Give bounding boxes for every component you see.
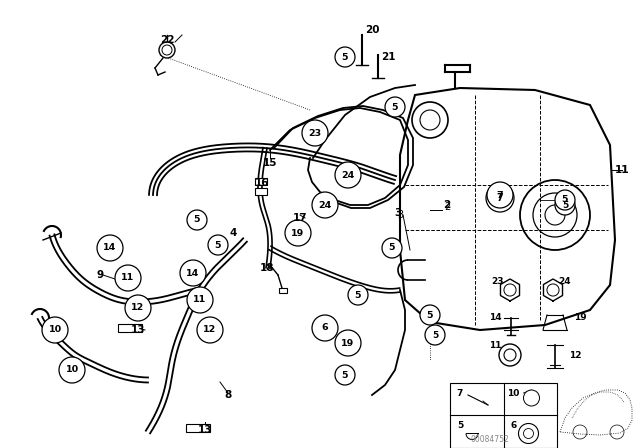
Text: 8: 8	[225, 390, 232, 400]
Text: 6: 6	[322, 323, 328, 332]
Text: 1: 1	[614, 165, 621, 175]
Circle shape	[555, 195, 575, 215]
Text: 7: 7	[497, 193, 504, 203]
Circle shape	[312, 315, 338, 341]
Circle shape	[385, 97, 405, 117]
Text: 15: 15	[263, 158, 277, 168]
Circle shape	[159, 42, 175, 58]
Text: 1: 1	[621, 165, 629, 175]
Circle shape	[187, 210, 207, 230]
Circle shape	[180, 260, 206, 286]
Text: 5: 5	[392, 103, 398, 112]
Text: 00084752: 00084752	[470, 435, 509, 444]
Text: 6: 6	[510, 421, 516, 430]
Text: 3: 3	[397, 210, 403, 220]
Circle shape	[162, 45, 172, 55]
Circle shape	[312, 192, 338, 218]
Text: 10: 10	[65, 366, 79, 375]
Circle shape	[335, 47, 355, 67]
Text: 20: 20	[365, 25, 380, 35]
Circle shape	[42, 317, 68, 343]
Circle shape	[524, 428, 534, 439]
Bar	[118, 324, 142, 332]
Circle shape	[335, 162, 361, 188]
Circle shape	[187, 287, 213, 313]
Text: 19: 19	[291, 228, 305, 237]
Circle shape	[335, 330, 361, 356]
Text: 5: 5	[388, 244, 396, 253]
Circle shape	[499, 344, 521, 366]
Text: 14: 14	[489, 314, 501, 323]
Circle shape	[518, 423, 538, 444]
Text: 21: 21	[381, 52, 396, 62]
Circle shape	[420, 305, 440, 325]
Text: 13: 13	[131, 325, 145, 335]
Circle shape	[425, 325, 445, 345]
Circle shape	[382, 238, 402, 258]
Text: 12: 12	[204, 326, 216, 335]
Text: 24: 24	[341, 171, 355, 180]
Text: 11: 11	[193, 296, 207, 305]
Circle shape	[97, 235, 123, 261]
Bar	[186, 424, 210, 432]
Circle shape	[524, 390, 540, 406]
Circle shape	[555, 190, 575, 210]
Circle shape	[348, 285, 368, 305]
Bar	[279, 288, 287, 293]
Text: 11: 11	[122, 273, 134, 283]
Text: 24: 24	[318, 201, 332, 210]
Circle shape	[59, 357, 85, 383]
Bar	[450, 383, 557, 448]
Circle shape	[115, 265, 141, 291]
Text: 7: 7	[457, 388, 463, 397]
Circle shape	[487, 182, 513, 208]
Circle shape	[197, 317, 223, 343]
Text: 2: 2	[444, 202, 450, 212]
Text: 14: 14	[104, 244, 116, 253]
Text: 16: 16	[255, 178, 269, 188]
Circle shape	[285, 220, 311, 246]
Bar	[102, 239, 112, 247]
Text: 5: 5	[342, 52, 348, 61]
Circle shape	[125, 295, 151, 321]
Text: 24: 24	[559, 277, 572, 287]
Text: 5: 5	[194, 215, 200, 224]
Bar	[255, 178, 267, 185]
Text: 5: 5	[342, 370, 348, 379]
Circle shape	[318, 323, 332, 337]
Circle shape	[504, 349, 516, 361]
Text: 14: 14	[186, 268, 200, 277]
Circle shape	[486, 184, 514, 212]
Text: 11: 11	[489, 340, 501, 349]
Bar	[255, 188, 267, 195]
Text: 10: 10	[49, 326, 61, 335]
Text: 10: 10	[508, 388, 520, 397]
Text: 22: 22	[160, 35, 174, 45]
Text: 17: 17	[292, 213, 307, 223]
Text: 5: 5	[562, 201, 568, 210]
Text: 5: 5	[562, 195, 568, 204]
Text: 4: 4	[229, 228, 237, 238]
Text: 5: 5	[432, 331, 438, 340]
Text: 3: 3	[394, 208, 402, 218]
Text: 9: 9	[97, 270, 104, 280]
Text: 5: 5	[427, 310, 433, 319]
Text: 19: 19	[341, 339, 355, 348]
Text: 23: 23	[308, 129, 321, 138]
Circle shape	[335, 365, 355, 385]
Bar	[185, 264, 195, 272]
Text: 18: 18	[260, 263, 275, 273]
Text: 23: 23	[492, 277, 504, 287]
Text: 5: 5	[457, 421, 463, 430]
Text: 12: 12	[131, 303, 145, 313]
Text: 12: 12	[569, 350, 581, 359]
Text: 5: 5	[215, 241, 221, 250]
Circle shape	[302, 120, 328, 146]
Text: 5: 5	[355, 290, 361, 300]
Text: 2: 2	[444, 200, 451, 210]
Text: 19: 19	[573, 314, 586, 323]
Circle shape	[208, 235, 228, 255]
Text: 13: 13	[198, 425, 212, 435]
Text: 7: 7	[497, 190, 503, 199]
